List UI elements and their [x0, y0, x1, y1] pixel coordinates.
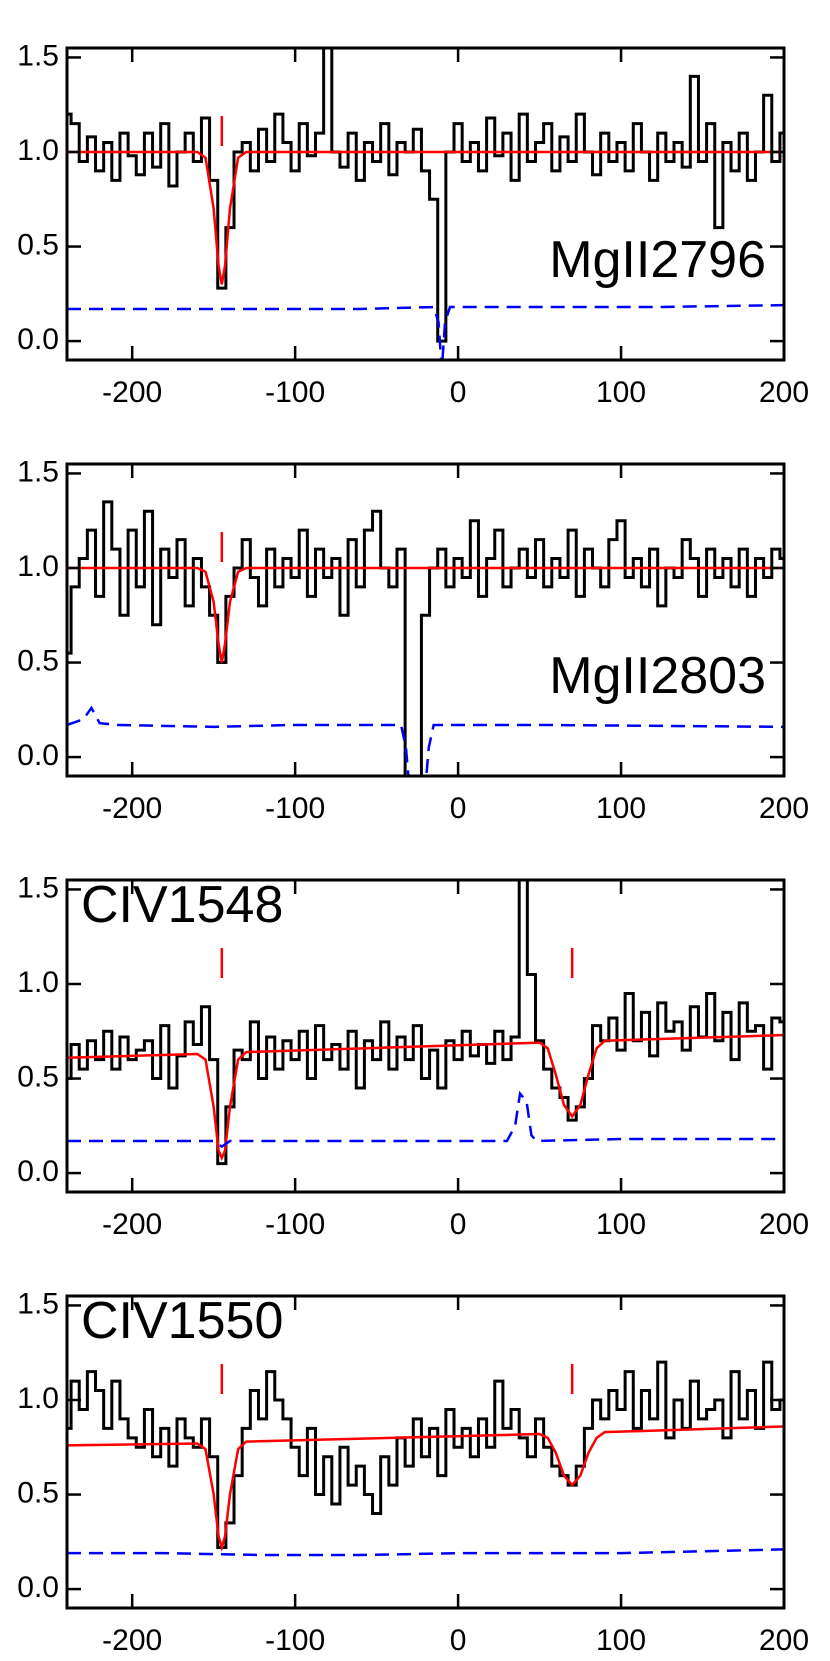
- flux: [67, 500, 784, 776]
- flux: [67, 1360, 784, 1549]
- x-tick-label: -100: [265, 1208, 325, 1241]
- x-tick-label: 100: [596, 1208, 646, 1241]
- y-tick-label: 1.0: [17, 550, 59, 583]
- y-tick-label: 0.0: [17, 739, 59, 772]
- y-tick-label: 1.0: [17, 966, 59, 999]
- y-tick-label: 0.0: [17, 1571, 59, 1604]
- y-tick-label: 1.5: [17, 871, 59, 904]
- panel: -200 -100 0 100 200 0.0 0.5 1.0 1.5 CIV1550: [17, 1287, 809, 1657]
- x-tick-label: 100: [596, 792, 646, 825]
- plot-area: [67, 500, 784, 776]
- x-tick-label: 100: [596, 376, 646, 409]
- x-tick-label: 200: [759, 376, 809, 409]
- plot-area: [67, 1360, 784, 1557]
- error: [67, 705, 784, 776]
- x-tick-label: -100: [265, 792, 325, 825]
- frame: [65, 462, 786, 778]
- frame: [65, 878, 786, 1194]
- y-tick-label: 0.5: [17, 644, 59, 677]
- x-tick-label: 0: [450, 1624, 467, 1657]
- panel: -200 -100 0 100 200 0.0 0.5 1.0 1.5 MgII2803: [17, 455, 809, 825]
- x-tick-label: 200: [759, 1624, 809, 1657]
- fit: [67, 566, 784, 663]
- plot-area: [67, 880, 784, 1166]
- x-tick-label: 200: [759, 792, 809, 825]
- frame: [65, 46, 786, 362]
- plot-area: [67, 48, 784, 360]
- x-tick-label: 0: [450, 376, 467, 409]
- error: [67, 1548, 784, 1557]
- y-tick-label: 0.5: [17, 1476, 59, 1509]
- fit: [67, 1033, 784, 1162]
- x-tick-label: -200: [102, 1208, 162, 1241]
- error: [67, 1090, 784, 1149]
- flux: [67, 48, 784, 343]
- panel: -200 -100 0 100 200 0.0 0.5 1.0 1.5 MgII2796: [17, 39, 809, 409]
- line-label: CIV1550: [81, 1292, 283, 1350]
- line-label: MgII2796: [549, 231, 766, 289]
- y-tick-label: 1.0: [17, 134, 59, 167]
- y-tick-label: 1.0: [17, 1382, 59, 1415]
- x-tick-label: -200: [102, 1624, 162, 1657]
- line-label: MgII2803: [549, 647, 766, 705]
- x-tick-label: 0: [450, 1208, 467, 1241]
- fit: [67, 150, 784, 285]
- panel: -200 -100 0 100 200 0.0 0.5 1.0 1.5 CIV1548: [17, 871, 809, 1241]
- x-tick-label: -200: [102, 376, 162, 409]
- y-tick-label: 0.5: [17, 228, 59, 261]
- flux: [67, 880, 784, 1166]
- y-tick-label: 1.5: [17, 39, 59, 72]
- frame: [65, 1294, 786, 1610]
- error: [67, 303, 784, 360]
- y-tick-label: 1.5: [17, 1287, 59, 1320]
- x-tick-label: -200: [102, 792, 162, 825]
- y-tick-label: 0.0: [17, 323, 59, 356]
- x-tick-label: 0: [450, 792, 467, 825]
- x-tick-label: 200: [759, 1208, 809, 1241]
- y-tick-label: 0.0: [17, 1155, 59, 1188]
- y-tick-label: 1.5: [17, 455, 59, 488]
- x-tick-label: 100: [596, 1624, 646, 1657]
- y-tick-label: 0.5: [17, 1060, 59, 1093]
- x-tick-label: -100: [265, 376, 325, 409]
- fit: [67, 1425, 784, 1553]
- line-label: CIV1548: [81, 876, 283, 934]
- x-tick-label: -100: [265, 1624, 325, 1657]
